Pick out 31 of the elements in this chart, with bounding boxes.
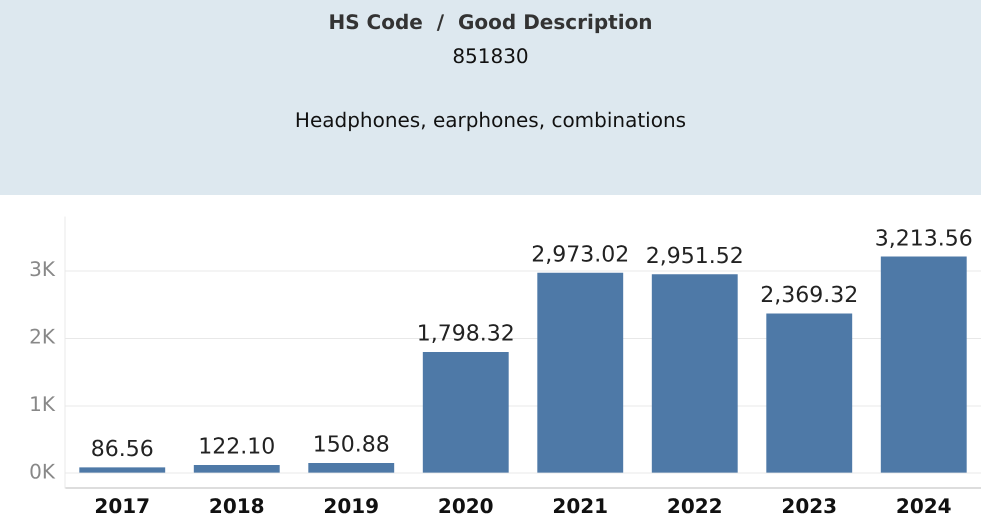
x-tick-label: 2024 bbox=[896, 494, 952, 518]
bar bbox=[537, 272, 624, 473]
bar bbox=[422, 352, 509, 473]
x-tick-label: 2020 bbox=[438, 494, 494, 518]
x-tick-label: 2018 bbox=[208, 494, 265, 518]
bar bbox=[880, 256, 967, 473]
bar bbox=[652, 274, 738, 473]
x-tick-label: 2022 bbox=[666, 494, 723, 518]
bar bbox=[79, 467, 166, 473]
data-label: 1,798.32 bbox=[416, 322, 515, 347]
text: Headphones, earphones, combinations bbox=[294, 108, 688, 132]
bar bbox=[766, 313, 852, 473]
data-label: 86.56 bbox=[90, 437, 154, 462]
data-label: 150.88 bbox=[312, 432, 390, 458]
bar bbox=[194, 464, 280, 473]
x-tick-label: 2019 bbox=[323, 494, 380, 518]
x-tick-label: 2017 bbox=[94, 494, 150, 518]
y-tick-label: 2K bbox=[29, 324, 56, 349]
y-tick-label: 3K bbox=[29, 257, 56, 282]
x-tick-label: 2021 bbox=[552, 494, 608, 518]
y-tick-label: 0K bbox=[29, 459, 56, 484]
chart-title: HS Code / Good Description bbox=[327, 10, 654, 34]
y-tick-label: 1K bbox=[29, 392, 56, 416]
data-label: 2,973.02 bbox=[531, 242, 630, 268]
data-label: 122.10 bbox=[198, 434, 276, 460]
data-label: 2,369.32 bbox=[760, 283, 858, 308]
x-tick-label: 2023 bbox=[781, 494, 838, 518]
chart-subtitle: 851830 bbox=[451, 44, 530, 68]
data-label: 2,951.52 bbox=[646, 244, 744, 269]
bar bbox=[308, 463, 394, 473]
data-label: 3,213.56 bbox=[874, 226, 973, 252]
